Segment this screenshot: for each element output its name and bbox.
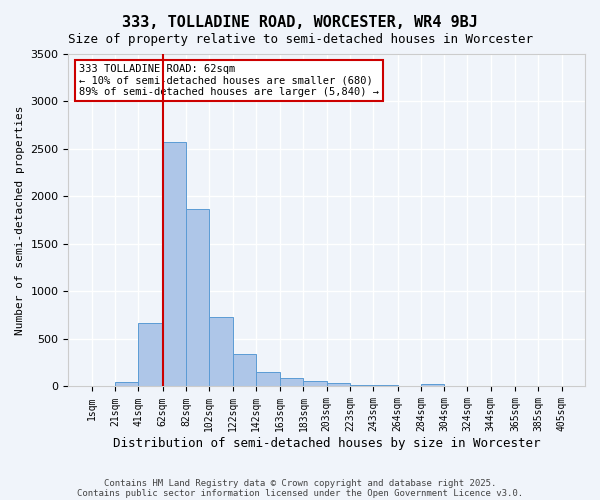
Text: Contains public sector information licensed under the Open Government Licence v3: Contains public sector information licen… xyxy=(77,488,523,498)
Bar xyxy=(373,385,398,386)
Bar xyxy=(209,317,233,386)
Bar xyxy=(280,378,304,386)
Y-axis label: Number of semi-detached properties: Number of semi-detached properties xyxy=(15,106,25,335)
Text: 333, TOLLADINE ROAD, WORCESTER, WR4 9BJ: 333, TOLLADINE ROAD, WORCESTER, WR4 9BJ xyxy=(122,15,478,30)
Bar xyxy=(186,209,209,386)
Bar xyxy=(327,383,350,386)
Text: Size of property relative to semi-detached houses in Worcester: Size of property relative to semi-detach… xyxy=(67,32,533,46)
Bar xyxy=(115,382,139,386)
Bar xyxy=(421,384,444,386)
Bar xyxy=(139,323,163,386)
Bar xyxy=(350,384,373,386)
Text: 333 TOLLADINE ROAD: 62sqm
← 10% of semi-detached houses are smaller (680)
89% of: 333 TOLLADINE ROAD: 62sqm ← 10% of semi-… xyxy=(79,64,379,97)
Bar xyxy=(256,372,280,386)
Bar xyxy=(163,142,186,386)
Bar xyxy=(304,381,327,386)
Text: Contains HM Land Registry data © Crown copyright and database right 2025.: Contains HM Land Registry data © Crown c… xyxy=(104,478,496,488)
Bar xyxy=(233,354,256,386)
X-axis label: Distribution of semi-detached houses by size in Worcester: Distribution of semi-detached houses by … xyxy=(113,437,541,450)
